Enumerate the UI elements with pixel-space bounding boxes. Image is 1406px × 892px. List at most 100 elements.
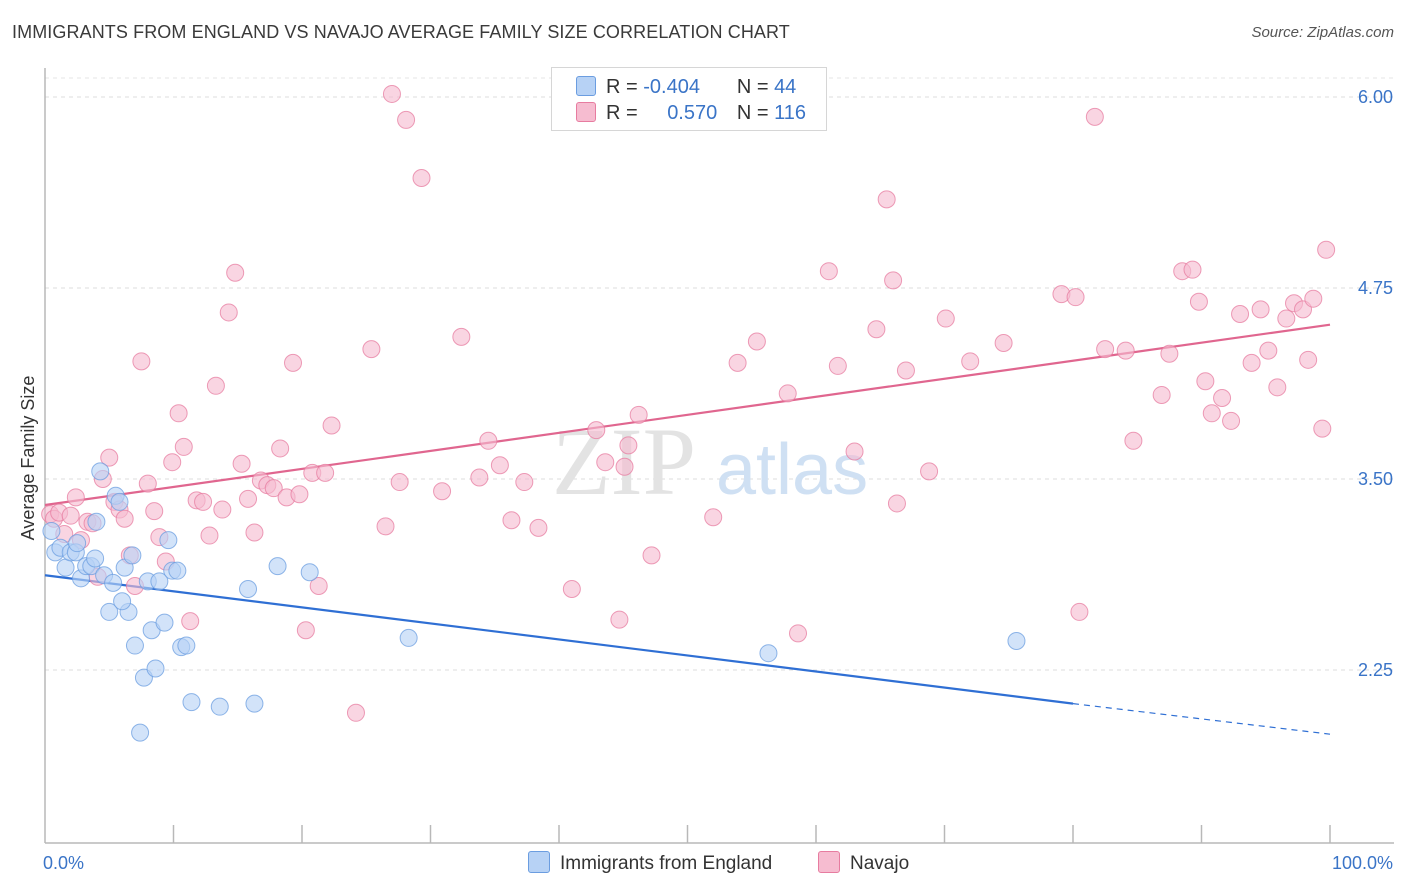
navajo-point	[1085, 107, 1104, 126]
navajo-point	[362, 340, 381, 359]
navajo-point	[1299, 350, 1318, 369]
legend-navajo-n: 116	[774, 102, 806, 124]
england-point	[125, 636, 144, 655]
england-point	[56, 558, 75, 577]
england-point	[168, 561, 187, 580]
england-point	[159, 531, 178, 550]
navajo-point	[194, 492, 213, 511]
navajo-point	[728, 353, 747, 372]
navajo-point	[397, 110, 416, 129]
navajo-point	[961, 352, 980, 371]
navajo-point	[61, 506, 80, 525]
navajo-point	[778, 384, 797, 403]
trend-lines	[44, 323, 1331, 735]
navajo-point	[271, 439, 290, 458]
england-point	[104, 573, 123, 592]
navajo-point	[1259, 341, 1278, 360]
navajo-point	[1213, 389, 1232, 408]
england-point	[91, 462, 110, 481]
watermark: ZIP atlas	[552, 408, 868, 515]
navajo-point	[994, 334, 1013, 353]
navajo-point	[1317, 240, 1336, 259]
navajo-point	[1222, 411, 1241, 430]
navajo-point	[200, 526, 219, 545]
navajo-point	[1189, 292, 1208, 311]
navajo-point	[290, 485, 309, 504]
chart-title: IMMIGRANTS FROM ENGLAND VS NAVAJO AVERAG…	[12, 22, 790, 42]
navajo-point	[828, 356, 847, 375]
navajo-point	[596, 453, 615, 472]
england-point	[268, 557, 287, 576]
x-tick-label: 100.0%	[1332, 853, 1393, 873]
england-point	[155, 613, 174, 632]
navajo-point	[138, 474, 157, 493]
legend-row-england: R = -0.404 N = 44	[576, 76, 796, 99]
navajo-point	[1116, 341, 1135, 360]
navajo-point	[884, 271, 903, 290]
navajo-point	[452, 327, 471, 346]
navajo-point	[169, 404, 188, 423]
navajo-point	[845, 442, 864, 461]
england-point	[182, 693, 201, 712]
england-point	[42, 521, 61, 540]
england-point	[113, 592, 132, 611]
england-point	[399, 628, 418, 647]
navajo-point	[619, 436, 638, 455]
navajo-point	[1070, 602, 1089, 621]
navajo-point	[145, 502, 164, 521]
navajo-point	[610, 610, 629, 629]
data-points	[41, 84, 1336, 742]
navajo-point	[1152, 385, 1171, 404]
navajo-point	[264, 479, 283, 498]
bottom-legend-navajo-label: Navajo	[850, 853, 910, 874]
england-point	[210, 697, 229, 716]
navajo-point	[174, 437, 193, 456]
england-point	[759, 644, 778, 663]
navajo-point	[100, 448, 119, 467]
legend-n-label: N =	[736, 76, 769, 98]
navajo-point	[390, 473, 409, 492]
navajo-point	[433, 482, 452, 501]
england-swatch	[576, 76, 596, 96]
navajo-point	[219, 303, 238, 322]
navajo-point	[376, 517, 395, 536]
navajo-point	[181, 612, 200, 631]
england-point	[1007, 631, 1026, 650]
navajo-point	[867, 320, 886, 339]
navajo-point	[1124, 431, 1143, 450]
england-point	[86, 549, 105, 568]
navajo-point	[1231, 304, 1250, 323]
legend-r-label: R =	[606, 102, 638, 124]
navajo-point	[470, 468, 489, 487]
watermark-atlas: atlas	[716, 430, 868, 510]
england-point	[131, 723, 150, 742]
navajo-point	[1096, 340, 1115, 359]
legend-england-r: -0.404	[643, 76, 700, 98]
navajo-point	[322, 416, 341, 435]
navajo-point	[1251, 300, 1270, 319]
england-trend-line	[44, 574, 1074, 705]
legend-row-navajo: R = 0.570 N = 116	[576, 102, 806, 125]
navajo-point	[245, 523, 264, 542]
axes	[44, 68, 1394, 844]
navajo-point	[382, 84, 401, 103]
navajo-point	[316, 463, 335, 482]
navajo-point	[232, 454, 251, 473]
y-tick-label: 2.25	[1358, 660, 1393, 680]
navajo-point	[887, 494, 906, 513]
source-label: Source: ZipAtlas.com	[1251, 24, 1394, 41]
navajo-point	[1183, 260, 1202, 279]
navajo-point	[1313, 419, 1332, 438]
navajo-point	[936, 309, 955, 328]
navajo-point	[479, 431, 498, 450]
navajo-point	[587, 421, 606, 440]
legend-navajo-r: 0.570	[667, 102, 718, 124]
navajo-point	[877, 190, 896, 209]
navajo-point	[206, 376, 225, 395]
navajo-point	[515, 473, 534, 492]
england-point	[150, 572, 169, 591]
navajo-point	[115, 509, 134, 528]
england-point	[87, 512, 106, 531]
england-point	[300, 563, 319, 582]
